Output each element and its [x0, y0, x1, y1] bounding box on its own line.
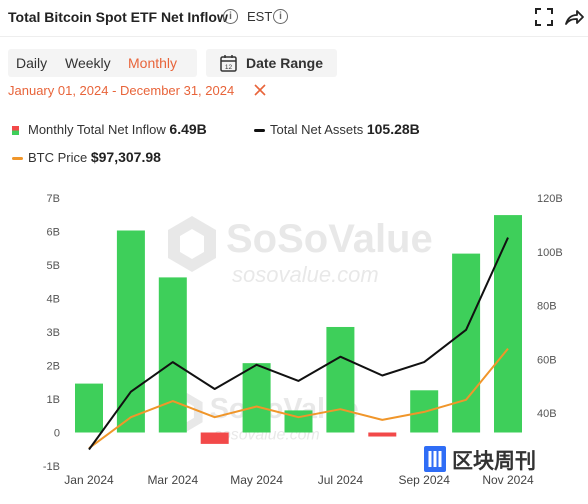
- net-inflow-chart[interactable]: SoSoValuesosovalue.comSoSoValuesosovalue…: [0, 180, 588, 504]
- watermark-logo-inner: [180, 229, 204, 259]
- tab-daily[interactable]: Daily: [16, 55, 48, 71]
- x-tick-label: Sep 2024: [399, 473, 451, 487]
- inflow-bar: [242, 363, 271, 433]
- btc-price-legend-swatch: [12, 157, 23, 161]
- granularity-tabs: Daily Weekly Monthly: [8, 49, 197, 77]
- y-left-tick-label: 1B: [47, 394, 60, 406]
- inflow-bar: [368, 432, 397, 437]
- header-divider: [0, 36, 588, 37]
- line-series: [88, 237, 509, 451]
- share-icon[interactable]: [563, 6, 585, 28]
- legend-btc-price[interactable]: BTC Price $97,307.98: [12, 149, 161, 165]
- watermark: SoSoValuesosovalue.comSoSoValuesosovalue…: [168, 216, 433, 444]
- date-range-button[interactable]: 12 Date Range: [206, 49, 337, 77]
- x-axis: Jan 2024 Mar 2024 May 2024 Jul 2024 Sep 2024…: [64, 473, 534, 487]
- y-right-tick-label: 40B: [537, 408, 557, 420]
- y-right-tick-label: 80B: [537, 301, 557, 313]
- chart-title: Total Bitcoin Spot ETF Net Inflow: [8, 9, 228, 25]
- legend-net-inflow[interactable]: Monthly Total Net Inflow 6.49B: [12, 121, 207, 137]
- x-tick-label: Jul 2024: [318, 473, 364, 487]
- corner-logo: 区块周刊: [424, 446, 536, 473]
- y-left-tick-label: 3B: [47, 327, 60, 339]
- date-range-label: Date Range: [246, 55, 324, 71]
- inflow-bar: [200, 432, 229, 444]
- y-left-tick-label: 0: [54, 428, 60, 440]
- corner-logo-stripes: [428, 451, 442, 467]
- btc-price-legend-label: BTC Price: [28, 150, 88, 165]
- x-tick-label: Mar 2024: [147, 473, 198, 487]
- inflow-bar: [326, 326, 355, 433]
- clear-date-range-icon[interactable]: [252, 82, 268, 98]
- legend-net-assets[interactable]: Total Net Assets 105.28B: [254, 121, 420, 137]
- y-left-tick-label: 6B: [47, 227, 60, 239]
- y-left-tick-label: 5B: [47, 260, 60, 272]
- y-axis-left: -1B 0 1B 2B 3B 4B 5B 6B 7B: [43, 193, 60, 473]
- corner-logo-text: 区块周刊: [452, 450, 536, 473]
- y-left-tick-label: -1B: [43, 461, 60, 473]
- tab-monthly[interactable]: Monthly: [128, 55, 178, 71]
- net-inflow-legend-swatch: [12, 126, 19, 136]
- bar-series: [75, 215, 522, 444]
- y-axis-right: 40B 60B 80B 100B 120B: [537, 193, 563, 420]
- net-assets-legend-value: 105.28B: [366, 121, 420, 137]
- y-left-tick-label: 4B: [47, 294, 60, 306]
- net-assets-legend-label: Total Net Assets: [270, 122, 364, 137]
- info-icon[interactable]: i: [223, 9, 238, 24]
- x-tick-label: May 2024: [230, 473, 283, 487]
- y-right-tick-label: 100B: [537, 247, 563, 259]
- watermark-logo-icon: [168, 216, 216, 272]
- inflow-bar: [494, 215, 522, 433]
- tab-weekly[interactable]: Weekly: [65, 55, 111, 71]
- inflow-bar: [452, 253, 481, 433]
- y-right-tick-label: 120B: [537, 193, 563, 205]
- inflow-bar: [116, 230, 145, 433]
- watermark-url: sosovalue.com: [232, 262, 379, 287]
- timezone-info-icon[interactable]: i: [273, 9, 288, 24]
- inflow-bar: [75, 383, 103, 433]
- y-left-tick-label: 2B: [47, 361, 60, 373]
- y-left-tick-label: 7B: [47, 193, 60, 205]
- timezone-label: EST: [247, 9, 273, 24]
- btc-price-line: [88, 347, 509, 450]
- btc-price-legend-value: $97,307.98: [90, 149, 161, 165]
- y-right-tick-label: 60B: [537, 354, 557, 366]
- x-tick-label: Nov 2024: [482, 473, 534, 487]
- net-inflow-legend-label: Monthly Total Net Inflow: [28, 122, 166, 137]
- inflow-bar: [158, 277, 187, 433]
- watermark-brand: SoSoValue: [226, 217, 433, 261]
- svg-text:12: 12: [225, 64, 233, 71]
- x-tick-label: Jan 2024: [64, 473, 114, 487]
- fullscreen-icon[interactable]: [533, 6, 555, 28]
- selected-date-range: January 01, 2024 - December 31, 2024: [8, 83, 235, 98]
- chart-header: Total Bitcoin Spot ETF Net Inflow i EST …: [0, 0, 588, 36]
- net-assets-line: [88, 237, 509, 451]
- net-inflow-legend-value: 6.49B: [169, 121, 207, 137]
- calendar-icon: 12: [220, 55, 237, 72]
- net-assets-legend-swatch: [254, 129, 265, 133]
- corner-logo-group: 区块周刊: [424, 446, 536, 473]
